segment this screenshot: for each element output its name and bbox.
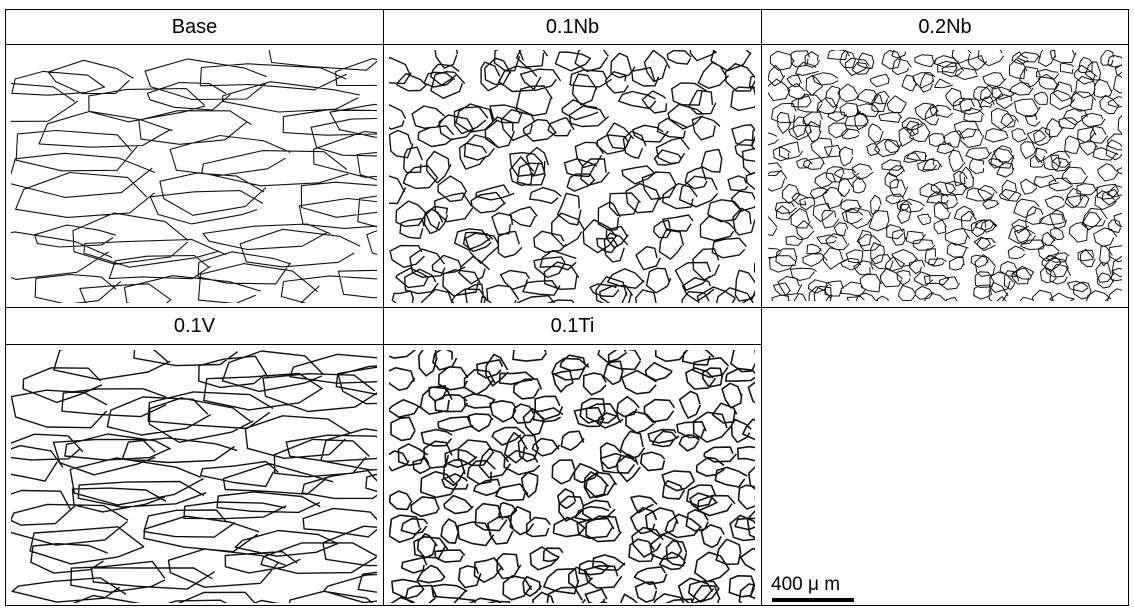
micrograph-0-2nb (768, 50, 1122, 301)
label-0-1v: 0.1V (173, 315, 216, 337)
micrograph-0-1ti (389, 350, 755, 603)
label-0-1nb: 0.1Nb (545, 16, 600, 38)
scale-bar-label: 400 μ m (771, 574, 841, 595)
label-0-1ti: 0.1Ti (550, 315, 595, 337)
scale-bar (772, 598, 854, 602)
micrograph-grid: Base 0.1Nb 0.2Nb 0.1V 0.1Ti 400 μ m (5, 9, 1129, 606)
micrograph-0-1v (11, 350, 377, 603)
label-base: Base (171, 16, 218, 38)
label-0-2nb: 0.2Nb (918, 16, 972, 38)
micrograph-base (11, 50, 377, 303)
micrograph-0-1nb (389, 50, 755, 303)
